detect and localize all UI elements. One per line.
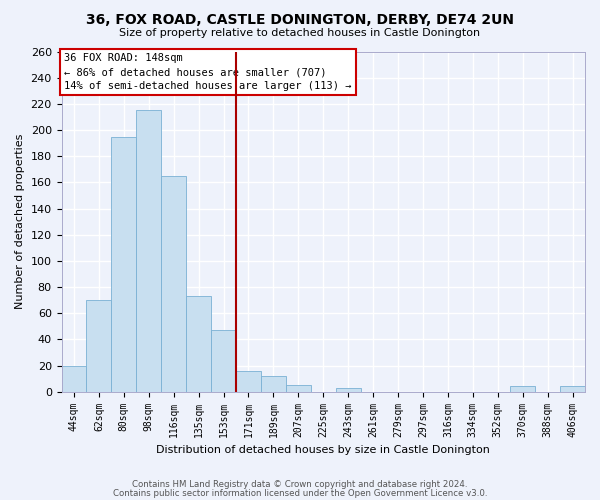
Bar xyxy=(161,176,186,392)
X-axis label: Distribution of detached houses by size in Castle Donington: Distribution of detached houses by size … xyxy=(157,445,490,455)
Bar xyxy=(211,330,236,392)
Y-axis label: Number of detached properties: Number of detached properties xyxy=(15,134,25,310)
Bar xyxy=(86,300,112,392)
Bar xyxy=(286,385,311,392)
Bar xyxy=(560,386,585,392)
Text: Contains HM Land Registry data © Crown copyright and database right 2024.: Contains HM Land Registry data © Crown c… xyxy=(132,480,468,489)
Text: 36 FOX ROAD: 148sqm
← 86% of detached houses are smaller (707)
14% of semi-detac: 36 FOX ROAD: 148sqm ← 86% of detached ho… xyxy=(64,53,352,91)
Bar xyxy=(236,371,261,392)
Text: 36, FOX ROAD, CASTLE DONINGTON, DERBY, DE74 2UN: 36, FOX ROAD, CASTLE DONINGTON, DERBY, D… xyxy=(86,12,514,26)
Bar xyxy=(186,296,211,392)
Bar xyxy=(261,376,286,392)
Bar xyxy=(336,388,361,392)
Text: Size of property relative to detached houses in Castle Donington: Size of property relative to detached ho… xyxy=(119,28,481,38)
Bar xyxy=(510,386,535,392)
Text: Contains public sector information licensed under the Open Government Licence v3: Contains public sector information licen… xyxy=(113,489,487,498)
Bar xyxy=(136,110,161,392)
Bar xyxy=(112,136,136,392)
Bar xyxy=(62,366,86,392)
